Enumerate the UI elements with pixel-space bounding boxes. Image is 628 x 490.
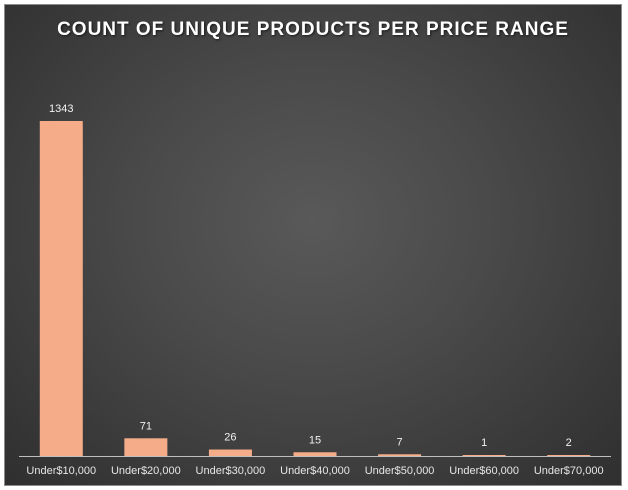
data-label-6: 1 [481,437,487,449]
data-label-1: 1343 [49,103,73,115]
bar-5 [378,454,422,456]
bar-chart: 1343Under$10,00071Under$20,00026Under$30… [19,103,611,477]
chart-title: COUNT OF UNIQUE PRODUCTS PER PRICE RANGE [57,19,569,40]
data-label-3: 26 [224,432,236,444]
x-tick-label-7: Under$70,000 [534,465,604,477]
data-label-4: 15 [309,434,321,446]
bar-4 [293,452,337,456]
x-tick-label-5: Under$50,000 [365,465,435,477]
data-label-7: 2 [566,437,572,449]
data-label-5: 7 [397,436,403,448]
bar-1 [39,121,83,456]
chart-area: COUNT OF UNIQUE PRODUCTS PER PRICE RANGE… [4,4,622,486]
bar-3 [208,449,252,456]
data-label-2: 71 [140,420,152,432]
x-tick-label-4: Under$40,000 [280,465,350,477]
x-tick-label-1: Under$10,000 [26,465,96,477]
x-tick-label-3: Under$30,000 [196,465,266,477]
bar-6 [462,455,506,456]
x-tick-label-6: Under$60,000 [449,465,519,477]
x-tick-label-2: Under$20,000 [111,465,181,477]
bar-2 [124,438,168,456]
bar-7 [547,455,591,456]
